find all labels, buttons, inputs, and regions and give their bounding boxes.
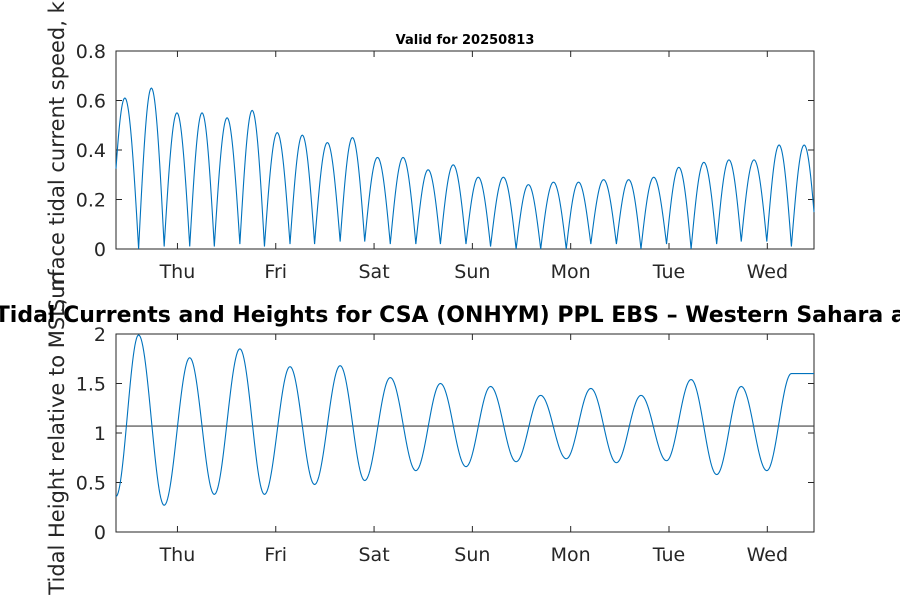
current-speed-xtick-label: Sun — [454, 261, 490, 283]
current-speed-ytick-label: 0.4 — [76, 140, 106, 162]
current-speed-ylabel: Surface tidal current speed, kn — [45, 0, 69, 312]
tidal-height-ytick-label: 0.5 — [76, 473, 106, 495]
tidal-height-ytick-label: 1.5 — [76, 374, 106, 396]
current-speed-xtick-label: Tue — [652, 261, 685, 283]
tidal-height-xtick-label: Fri — [264, 544, 287, 566]
current-speed-xtick-label: Sat — [358, 261, 389, 283]
figure-subtitle: Valid for 20250813 — [396, 33, 535, 48]
tidal-height-xtick-label: Sun — [454, 544, 490, 566]
current-speed-ytick-label: 0.8 — [76, 41, 106, 63]
current-speed-axes: 0 0.2 0.4 0.6 0.8 Thu Fri Sat Sun Mon Tue Wed Surfa… — [45, 0, 815, 312]
tidal-height-xtick-label: Sat — [358, 544, 389, 566]
tidal-height-xtick-label: Thu — [159, 544, 196, 566]
tidal-height-ytick-label: 0 — [94, 522, 106, 544]
current-speed-series-line — [115, 87, 815, 250]
tidal-height-plot-area — [115, 333, 815, 533]
current-speed-ytick-label: 0.6 — [76, 91, 106, 113]
current-speed-ticks: 0 0.2 0.4 0.6 0.8 Thu Fri Sat Sun Mon Tue Wed — [76, 41, 814, 283]
current-speed-xtick-label: Fri — [264, 261, 287, 283]
current-speed-ytick-label: 0 — [94, 239, 106, 261]
current-speed-xtick-label: Mon — [551, 261, 591, 283]
tidal-height-ytick-label: 1 — [94, 423, 106, 445]
current-speed-plot-area — [115, 50, 815, 250]
tidal-height-xtick-label: Wed — [747, 544, 788, 566]
tidal-height-xtick-label: Mon — [551, 544, 591, 566]
tidal-height-ylabel: Tidal Height relative to MSL, m — [45, 271, 69, 595]
current-speed-xtick-label: Wed — [747, 261, 788, 283]
tidal-height-ticks: 0 0.5 1 1.5 2 Thu Fri Sat Sun Mon Tue Wed — [76, 324, 814, 566]
tidal-height-ytick-label: 2 — [94, 324, 106, 346]
tidal-height-series-line — [115, 334, 814, 506]
tidal-height-axes: 0 0.5 1 1.5 2 Thu Fri Sat Sun Mon Tue Wed Tidal Hei… — [45, 271, 815, 596]
current-speed-xtick-label: Thu — [159, 261, 196, 283]
current-speed-ytick-label: 0.2 — [76, 190, 106, 212]
tidal-height-xtick-label: Tue — [652, 544, 685, 566]
figure-title: Tidal Currents and Heights for CSA (ONHY… — [0, 303, 900, 328]
